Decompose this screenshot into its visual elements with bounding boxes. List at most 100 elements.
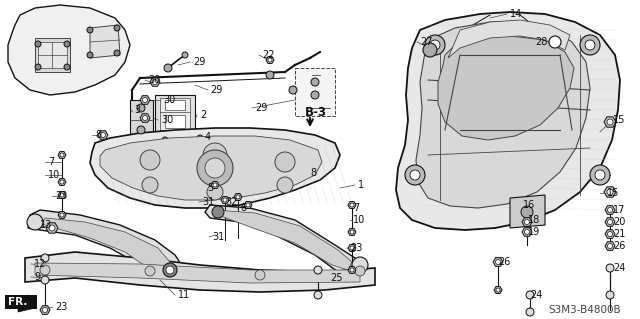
Text: 2: 2 (200, 110, 206, 120)
Circle shape (41, 254, 49, 262)
Polygon shape (510, 195, 545, 228)
Polygon shape (438, 36, 574, 140)
Text: 22: 22 (262, 50, 275, 60)
Text: 16: 16 (523, 200, 535, 210)
Circle shape (27, 214, 43, 230)
Circle shape (60, 180, 64, 184)
Circle shape (41, 276, 49, 284)
Text: 26: 26 (613, 241, 625, 251)
Text: S3M3-B4800B: S3M3-B4800B (548, 305, 621, 315)
Polygon shape (448, 20, 570, 58)
Circle shape (152, 79, 157, 85)
Circle shape (275, 152, 295, 172)
Circle shape (163, 263, 177, 277)
Polygon shape (348, 245, 356, 251)
Text: 29: 29 (193, 57, 205, 67)
Text: 14: 14 (510, 9, 522, 19)
Circle shape (142, 177, 158, 193)
Polygon shape (155, 132, 210, 158)
Polygon shape (98, 131, 108, 139)
Circle shape (311, 78, 319, 86)
Text: 7: 7 (48, 157, 54, 167)
Polygon shape (100, 136, 322, 200)
Text: 29: 29 (210, 85, 222, 95)
Circle shape (64, 64, 70, 70)
Circle shape (607, 232, 612, 236)
Text: 1: 1 (358, 180, 364, 190)
Polygon shape (604, 187, 616, 197)
Circle shape (607, 243, 612, 249)
Circle shape (311, 91, 319, 99)
Polygon shape (46, 223, 58, 233)
Polygon shape (165, 115, 185, 128)
Text: 10: 10 (353, 215, 365, 225)
Text: 15: 15 (607, 188, 620, 198)
Circle shape (255, 270, 265, 280)
Polygon shape (165, 100, 185, 110)
Bar (5, 295, 37, 309)
Polygon shape (35, 263, 360, 283)
Circle shape (246, 203, 250, 207)
Circle shape (314, 291, 322, 299)
Polygon shape (58, 152, 66, 159)
Polygon shape (416, 22, 590, 208)
Circle shape (100, 132, 106, 137)
Polygon shape (205, 205, 360, 276)
Circle shape (182, 52, 188, 58)
Polygon shape (604, 117, 616, 127)
Circle shape (114, 25, 120, 31)
Circle shape (350, 230, 354, 234)
Text: 12: 12 (34, 259, 46, 269)
Circle shape (595, 170, 605, 180)
Text: 19: 19 (528, 227, 540, 237)
Polygon shape (493, 258, 503, 266)
Circle shape (137, 104, 145, 112)
Text: 8: 8 (95, 130, 101, 140)
Circle shape (410, 170, 420, 180)
Text: 15: 15 (613, 115, 625, 125)
Polygon shape (348, 202, 356, 208)
Text: 13: 13 (40, 220, 52, 230)
Circle shape (42, 308, 47, 313)
Polygon shape (130, 100, 153, 138)
Circle shape (40, 265, 50, 275)
Text: 10: 10 (48, 170, 60, 180)
Circle shape (405, 165, 425, 185)
Text: 8: 8 (310, 168, 316, 178)
Polygon shape (348, 228, 356, 235)
Polygon shape (42, 218, 170, 272)
Text: 27: 27 (420, 37, 433, 47)
Text: 24: 24 (530, 290, 542, 300)
Polygon shape (266, 56, 274, 63)
Circle shape (114, 50, 120, 56)
Polygon shape (396, 12, 620, 230)
Circle shape (223, 198, 227, 202)
Circle shape (425, 35, 445, 55)
Text: 21: 21 (613, 229, 625, 239)
Text: 30: 30 (148, 75, 160, 85)
Circle shape (35, 64, 41, 70)
Polygon shape (35, 38, 70, 72)
Polygon shape (221, 197, 229, 204)
Circle shape (521, 206, 533, 218)
Polygon shape (213, 210, 352, 270)
Polygon shape (605, 230, 615, 238)
Circle shape (525, 219, 529, 225)
Circle shape (423, 43, 437, 57)
Polygon shape (244, 202, 252, 208)
Circle shape (140, 150, 160, 170)
Circle shape (164, 64, 172, 72)
Circle shape (289, 86, 297, 94)
Circle shape (350, 203, 354, 207)
Circle shape (590, 165, 610, 185)
Text: 31: 31 (202, 197, 214, 207)
Text: B-3: B-3 (305, 106, 327, 118)
Text: 23: 23 (350, 243, 362, 253)
Text: FR.: FR. (8, 297, 28, 307)
Circle shape (580, 35, 600, 55)
Circle shape (525, 229, 529, 234)
Text: 5: 5 (207, 183, 213, 193)
Text: 18: 18 (528, 215, 540, 225)
Text: 32: 32 (225, 197, 237, 207)
Circle shape (205, 158, 225, 178)
